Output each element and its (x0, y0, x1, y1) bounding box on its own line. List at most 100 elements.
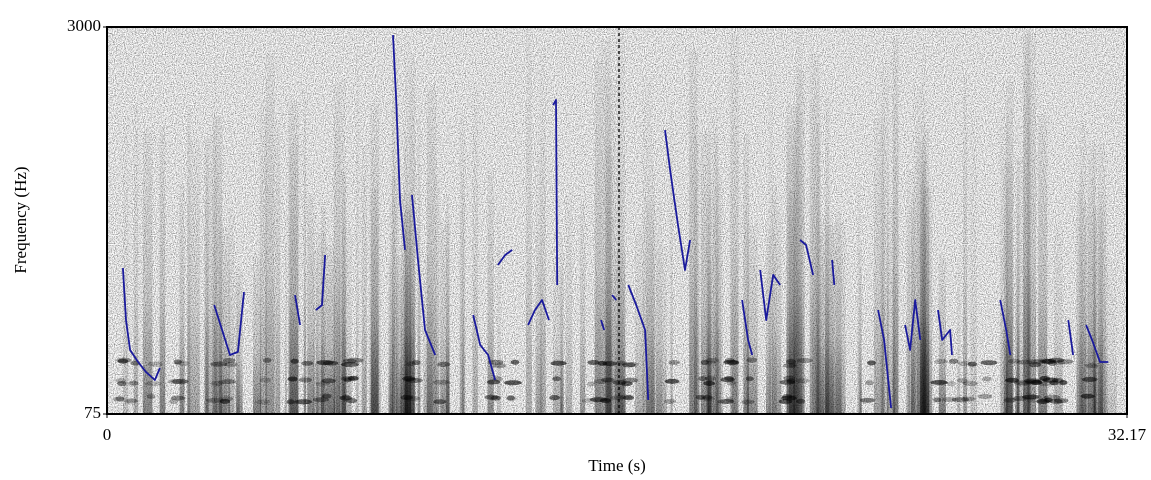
formant-band (312, 397, 330, 403)
spectral-streak (1088, 146, 1097, 414)
formant-band (484, 394, 499, 400)
formant-band (1047, 360, 1057, 366)
spectral-streak (772, 185, 777, 414)
formant-band (1085, 363, 1099, 369)
formant-band (339, 395, 352, 401)
y-axis-label: Frequency (Hz) (11, 166, 30, 273)
formant-band (779, 379, 796, 385)
spectral-streak (712, 136, 719, 414)
y-tick-label: 3000 (67, 16, 101, 35)
formant-band (115, 396, 125, 402)
formant-band (1008, 358, 1021, 364)
formant-band (702, 396, 715, 402)
spectral-streak (815, 217, 826, 414)
spectral-streak (389, 178, 397, 414)
spectral-streak (326, 258, 334, 414)
spectral-streak (205, 136, 213, 414)
spectral-streak (265, 53, 275, 414)
formant-band (720, 399, 734, 405)
spectral-streak (606, 145, 613, 414)
spectral-streak (919, 185, 930, 414)
formant-band (144, 381, 162, 387)
formant-band (550, 360, 567, 366)
formant-band (116, 357, 132, 363)
spectral-streak (892, 37, 899, 414)
spectral-streak (825, 96, 830, 414)
spectral-streak (440, 220, 450, 414)
formant-band (1017, 359, 1032, 365)
spectral-streak (341, 226, 352, 414)
spectral-streak (426, 85, 437, 414)
formant-band (626, 362, 639, 368)
formant-band (664, 398, 677, 404)
formant-band (433, 379, 451, 385)
formant-band (341, 394, 350, 400)
formant-band (210, 381, 224, 387)
formant-band (125, 398, 138, 404)
formant-band (224, 362, 238, 368)
formant-band (506, 395, 516, 401)
formant-band (1012, 395, 1028, 401)
spectral-streak (656, 248, 667, 414)
formant-band (286, 399, 295, 405)
spectral-streak (159, 126, 166, 414)
spectral-streak (600, 40, 612, 414)
formant-band (701, 394, 713, 400)
spectral-streak (321, 202, 327, 414)
formant-band (219, 398, 231, 404)
spectral-streak (333, 84, 340, 414)
spectral-streak (689, 48, 698, 414)
spectral-streak (368, 193, 373, 414)
spectral-streak (228, 209, 235, 414)
formant-band (664, 378, 680, 384)
spectral-streak (284, 215, 287, 414)
spectral-streak (187, 108, 191, 414)
spectral-streak (289, 143, 298, 414)
spectral-streak (693, 135, 700, 414)
formant-band (321, 378, 337, 384)
spectral-streak (825, 225, 835, 414)
formant-band (1055, 360, 1065, 366)
formant-band (263, 357, 272, 363)
formant-band (951, 397, 970, 403)
spectral-streak (487, 169, 494, 414)
formant-band (621, 381, 633, 387)
spectral-streak (565, 192, 573, 414)
spectral-streak (133, 105, 139, 414)
spectral-streak (401, 193, 412, 414)
formant-band (704, 375, 717, 381)
spectral-streak (396, 256, 402, 414)
formant-band (720, 377, 735, 383)
spectral-streak (859, 249, 862, 414)
formant-band (717, 399, 735, 405)
formant-band (962, 381, 979, 387)
formant-band (723, 359, 739, 365)
spectral-streak (355, 46, 359, 414)
formant-band (411, 360, 421, 366)
spectral-streak (614, 250, 626, 414)
spectral-streak (697, 262, 701, 414)
formant-band (1003, 397, 1017, 403)
formant-band (587, 381, 596, 387)
formant-band (1039, 358, 1055, 364)
spectral-streak (670, 107, 673, 414)
formant-band (785, 359, 797, 365)
spectral-streak (1003, 163, 1013, 414)
spectral-streak (963, 72, 968, 414)
formant-band (510, 359, 520, 365)
spectral-streak (796, 30, 802, 414)
pitch-contour (122, 35, 1109, 409)
formant-band (725, 397, 734, 403)
formant-band (745, 376, 754, 382)
spectral-streak (835, 212, 842, 414)
spectral-streak (179, 183, 185, 414)
formant-band (549, 395, 561, 401)
formant-band (865, 380, 874, 386)
formant-band (706, 360, 717, 366)
spectral-streak (886, 59, 889, 414)
formant-band (259, 377, 271, 383)
spectral-streak (539, 46, 546, 414)
formant-band (781, 394, 793, 400)
formant-band (934, 359, 948, 365)
